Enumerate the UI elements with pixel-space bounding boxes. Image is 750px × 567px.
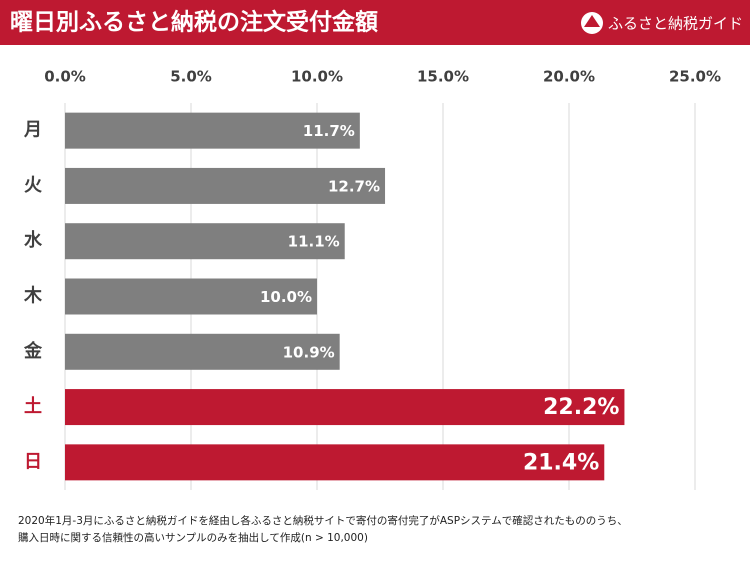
y-tick-label: 火 bbox=[24, 175, 43, 196]
footnote: 購入日時に関する信頼性の高いサンプルのみを抽出して作成(n > 10,000) bbox=[18, 531, 368, 544]
y-tick-label: 日 bbox=[24, 451, 42, 472]
brand-icon-mark bbox=[584, 15, 600, 27]
value-label: 22.2% bbox=[543, 395, 619, 420]
x-tick-label: 10.0% bbox=[291, 68, 343, 86]
footnote: 2020年1月-3月にふるさと納税ガイドを経由し各ふるさと納税サイトで寄付の寄付… bbox=[18, 514, 628, 527]
title-bar bbox=[0, 0, 750, 45]
value-label: 10.0% bbox=[260, 288, 312, 306]
y-tick-label: 木 bbox=[23, 285, 43, 307]
bar bbox=[65, 444, 605, 481]
value-label: 12.7% bbox=[328, 177, 380, 195]
chart-title: 曜日別ふるさと納税の注文受付金額 bbox=[10, 9, 378, 36]
bar bbox=[65, 167, 386, 204]
value-label: 10.9% bbox=[283, 343, 335, 361]
bar bbox=[65, 333, 340, 370]
y-tick-label: 土 bbox=[24, 396, 42, 417]
bar bbox=[65, 389, 625, 426]
y-tick-label: 金 bbox=[23, 340, 43, 362]
x-tick-label: 5.0% bbox=[170, 68, 212, 86]
brand: ふるさと納税ガイド bbox=[608, 15, 743, 33]
y-tick-label: 月 bbox=[23, 120, 42, 141]
y-tick-label: 水 bbox=[24, 229, 43, 251]
x-tick-label: 20.0% bbox=[543, 68, 595, 86]
x-tick-label: 25.0% bbox=[669, 68, 721, 86]
x-tick-label: 0.0% bbox=[44, 68, 86, 86]
bar bbox=[65, 223, 345, 260]
value-label: 11.1% bbox=[288, 233, 340, 251]
bar bbox=[65, 112, 360, 149]
bar bbox=[65, 278, 317, 315]
value-label: 11.7% bbox=[303, 122, 355, 140]
value-label: 21.4% bbox=[523, 450, 599, 475]
x-tick-label: 15.0% bbox=[417, 68, 469, 86]
